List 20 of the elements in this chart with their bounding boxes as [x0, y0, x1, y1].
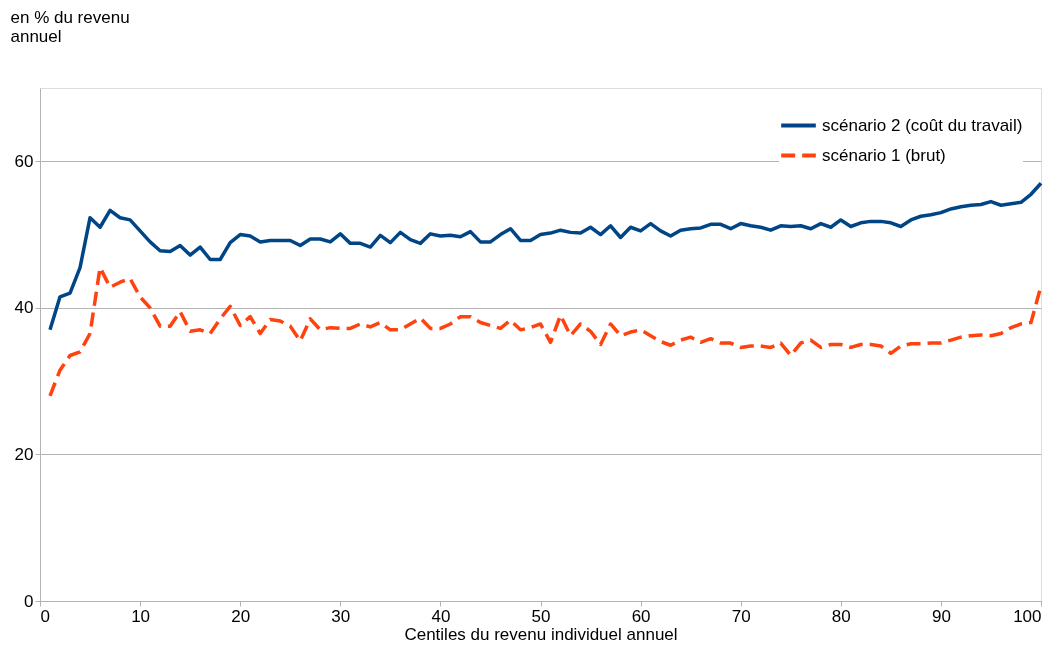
x-tick-label: 100 [1013, 606, 1042, 626]
x-tick-label: 60 [631, 606, 651, 626]
y-tick-label: 0 [24, 591, 34, 611]
y-tick-label: 40 [14, 298, 34, 318]
x-tick-label: 40 [431, 606, 451, 626]
x-tick-label: 10 [131, 606, 151, 626]
legend-label: scénario 2 (coût du travail) [822, 115, 1023, 135]
y-axis-title: en % du revenu annuel [10, 7, 130, 46]
x-tick-label: 50 [531, 606, 551, 626]
line-series [48, 181, 1043, 332]
y-tick-label: 20 [14, 444, 34, 464]
x-tick-label: 70 [731, 606, 751, 626]
x-axis-title: Centiles du revenu individuel annuel [404, 624, 678, 644]
x-tick-label: 30 [331, 606, 351, 626]
x-tick-label: 90 [931, 606, 951, 626]
legend-label: scénario 1 (brut) [822, 145, 946, 165]
y-tick-label: 60 [14, 151, 34, 171]
x-tick-label: 0 [40, 606, 50, 626]
x-tick-label: 80 [831, 606, 851, 626]
x-tick-label: 20 [231, 606, 251, 626]
